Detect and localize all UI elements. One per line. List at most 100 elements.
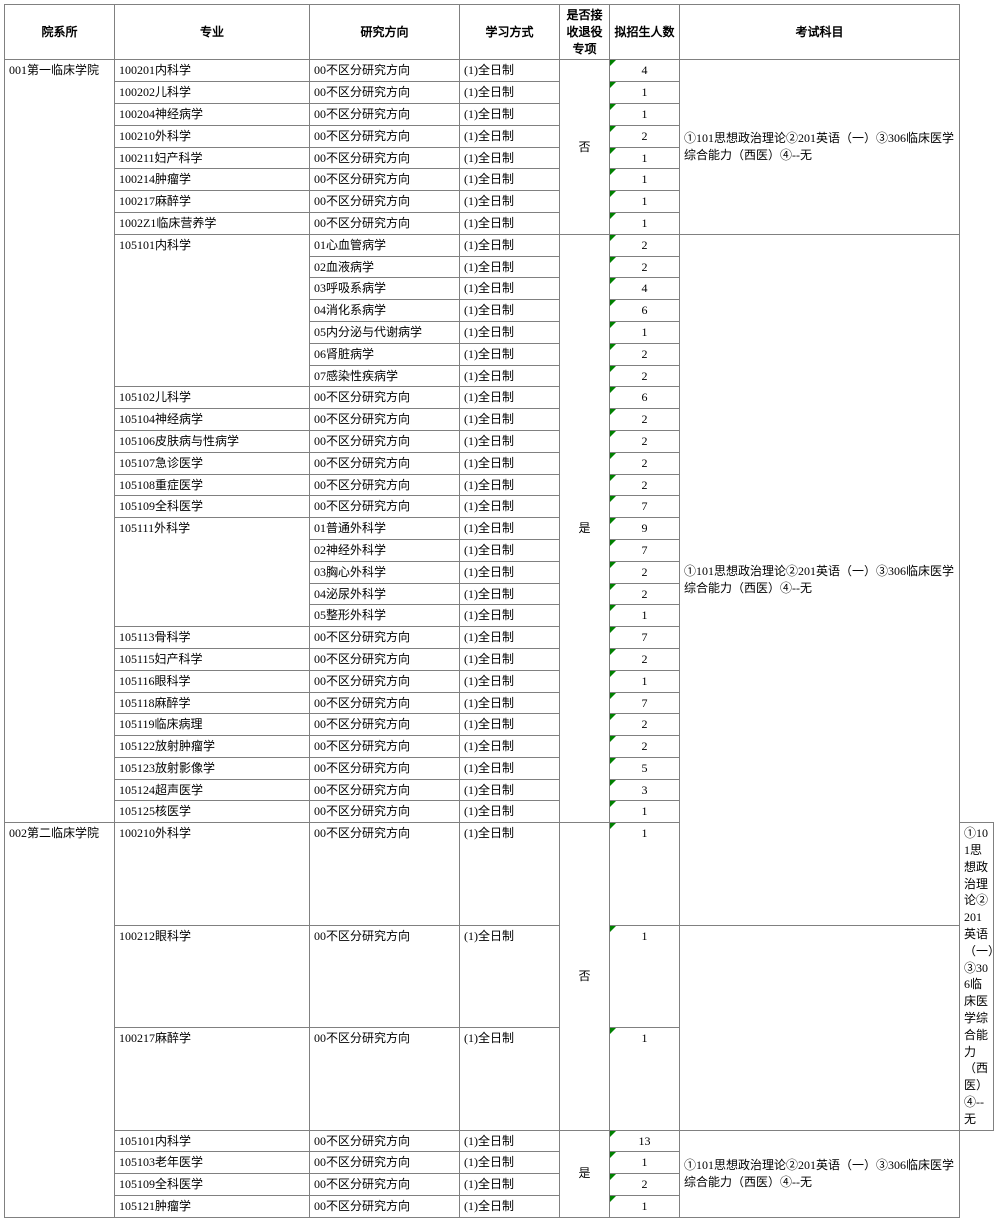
count-cell: 2 xyxy=(610,234,680,256)
direction-cell: 04消化系病学 xyxy=(310,300,460,322)
major-cell: 100201内科学 xyxy=(115,60,310,82)
table-row: 105101内科学01心血管病学(1)全日制是2①101思想政治理论②201英语… xyxy=(5,234,994,256)
header-direction: 研究方向 xyxy=(310,5,460,60)
direction-cell: 00不区分研究方向 xyxy=(310,212,460,234)
mode-cell: (1)全日制 xyxy=(460,583,560,605)
mode-cell: (1)全日制 xyxy=(460,539,560,561)
count-cell: 2 xyxy=(610,125,680,147)
direction-cell: 00不区分研究方向 xyxy=(310,823,460,925)
direction-cell: 07感染性疾病学 xyxy=(310,365,460,387)
mode-cell: (1)全日制 xyxy=(460,147,560,169)
major-cell: 105125核医学 xyxy=(115,801,310,823)
count-cell: 2 xyxy=(610,365,680,387)
mode-cell: (1)全日制 xyxy=(460,300,560,322)
retired-cell: 是 xyxy=(560,234,610,823)
direction-cell: 03呼吸系病学 xyxy=(310,278,460,300)
mode-cell: (1)全日制 xyxy=(460,714,560,736)
direction-cell: 00不区分研究方向 xyxy=(310,670,460,692)
exam-cell: ①101思想政治理论②201英语（一）③306临床医学综合能力（西医）④--无 xyxy=(960,823,994,1130)
retired-cell: 否 xyxy=(560,823,610,1130)
mode-cell: (1)全日制 xyxy=(460,278,560,300)
major-cell: 100204神经病学 xyxy=(115,103,310,125)
mode-cell: (1)全日制 xyxy=(460,801,560,823)
mode-cell: (1)全日制 xyxy=(460,387,560,409)
mode-cell: (1)全日制 xyxy=(460,692,560,714)
direction-cell: 00不区分研究方向 xyxy=(310,60,460,82)
direction-cell: 04泌尿外科学 xyxy=(310,583,460,605)
mode-cell: (1)全日制 xyxy=(460,670,560,692)
major-cell: 100214肿瘤学 xyxy=(115,169,310,191)
direction-cell: 00不区分研究方向 xyxy=(310,801,460,823)
mode-cell: (1)全日制 xyxy=(460,648,560,670)
major-cell: 105121肿瘤学 xyxy=(115,1196,310,1218)
table-row: 100212眼科学00不区分研究方向(1)全日制1 xyxy=(5,925,994,1027)
count-cell: 1 xyxy=(610,670,680,692)
count-cell: 1 xyxy=(610,1028,680,1130)
count-cell: 1 xyxy=(610,801,680,823)
major-cell: 105111外科学 xyxy=(115,518,310,627)
dept-cell: 002第二临床学院 xyxy=(5,823,115,1218)
count-cell: 2 xyxy=(610,343,680,365)
major-cell: 105106皮肤病与性病学 xyxy=(115,430,310,452)
count-cell: 7 xyxy=(610,539,680,561)
mode-cell: (1)全日制 xyxy=(460,321,560,343)
direction-cell: 00不区分研究方向 xyxy=(310,409,460,431)
count-cell: 9 xyxy=(610,518,680,540)
count-cell: 1 xyxy=(610,321,680,343)
count-cell: 1 xyxy=(610,212,680,234)
direction-cell: 02血液病学 xyxy=(310,256,460,278)
mode-cell: (1)全日制 xyxy=(460,1196,560,1218)
direction-cell: 00不区分研究方向 xyxy=(310,757,460,779)
count-cell: 5 xyxy=(610,757,680,779)
mode-cell: (1)全日制 xyxy=(460,60,560,82)
direction-cell: 00不区分研究方向 xyxy=(310,125,460,147)
major-cell: 100212眼科学 xyxy=(115,925,310,1027)
mode-cell: (1)全日制 xyxy=(460,212,560,234)
major-cell: 105102儿科学 xyxy=(115,387,310,409)
count-cell: 1 xyxy=(610,103,680,125)
count-cell: 1 xyxy=(610,147,680,169)
mode-cell: (1)全日制 xyxy=(460,82,560,104)
direction-cell: 00不区分研究方向 xyxy=(310,452,460,474)
major-cell: 105116眼科学 xyxy=(115,670,310,692)
mode-cell: (1)全日制 xyxy=(460,779,560,801)
direction-cell: 00不区分研究方向 xyxy=(310,474,460,496)
exam-cell: ①101思想政治理论②201英语（一）③306临床医学综合能力（西医）④--无 xyxy=(680,234,960,925)
direction-cell: 00不区分研究方向 xyxy=(310,82,460,104)
direction-cell: 01心血管病学 xyxy=(310,234,460,256)
header-row: 院系所 专业 研究方向 学习方式 是否接收退役专项 拟招生人数 考试科目 xyxy=(5,5,994,60)
count-cell: 2 xyxy=(610,409,680,431)
major-cell: 100217麻醉学 xyxy=(115,191,310,213)
direction-cell: 00不区分研究方向 xyxy=(310,496,460,518)
major-cell: 105118麻醉学 xyxy=(115,692,310,714)
direction-cell: 00不区分研究方向 xyxy=(310,1196,460,1218)
header-exam: 考试科目 xyxy=(680,5,960,60)
mode-cell: (1)全日制 xyxy=(460,169,560,191)
major-cell: 105113骨科学 xyxy=(115,627,310,649)
count-cell: 1 xyxy=(610,1152,680,1174)
mode-cell: (1)全日制 xyxy=(460,191,560,213)
major-cell: 100211妇产科学 xyxy=(115,147,310,169)
dept-cell: 001第一临床学院 xyxy=(5,60,115,823)
major-cell: 105108重症医学 xyxy=(115,474,310,496)
count-cell: 7 xyxy=(610,496,680,518)
direction-cell: 00不区分研究方向 xyxy=(310,147,460,169)
direction-cell: 06肾脏病学 xyxy=(310,343,460,365)
retired-cell: 否 xyxy=(560,60,610,234)
major-cell: 105124超声医学 xyxy=(115,779,310,801)
direction-cell: 01普通外科学 xyxy=(310,518,460,540)
count-cell: 1 xyxy=(610,1196,680,1218)
count-cell: 7 xyxy=(610,627,680,649)
count-cell: 2 xyxy=(610,452,680,474)
direction-cell: 00不区分研究方向 xyxy=(310,1174,460,1196)
count-cell: 3 xyxy=(610,779,680,801)
count-cell: 1 xyxy=(610,605,680,627)
count-cell: 2 xyxy=(610,474,680,496)
mode-cell: (1)全日制 xyxy=(460,409,560,431)
direction-cell: 00不区分研究方向 xyxy=(310,736,460,758)
mode-cell: (1)全日制 xyxy=(460,256,560,278)
major-cell: 105103老年医学 xyxy=(115,1152,310,1174)
mode-cell: (1)全日制 xyxy=(460,757,560,779)
direction-cell: 00不区分研究方向 xyxy=(310,103,460,125)
major-cell: 100217麻醉学 xyxy=(115,1028,310,1130)
